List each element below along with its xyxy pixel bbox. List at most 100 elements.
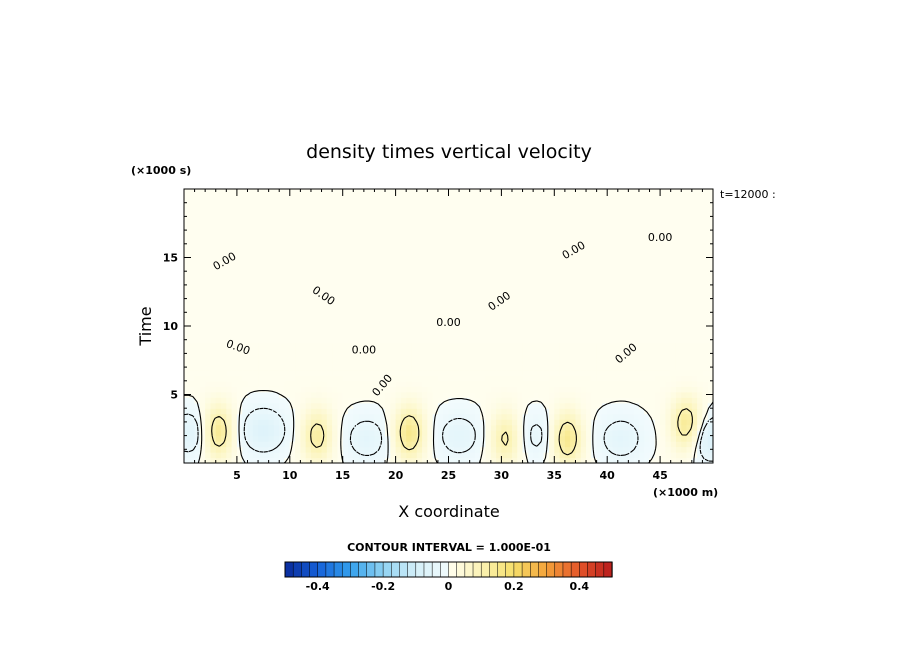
heatmap-cell	[326, 243, 333, 250]
heatmap-cell	[517, 276, 524, 283]
heatmap-cell	[448, 243, 455, 250]
heatmap-cell	[226, 210, 233, 217]
heatmap-cell	[485, 320, 492, 327]
heatmap-cell	[353, 397, 360, 404]
heatmap-cell	[681, 402, 688, 409]
heatmap-cell	[406, 232, 413, 239]
heatmap-cell	[480, 232, 487, 239]
heatmap-cell	[464, 391, 471, 398]
heatmap-cell	[570, 315, 577, 322]
heatmap-cell	[395, 424, 402, 431]
heatmap-cell	[226, 408, 233, 415]
heatmap-cell	[453, 430, 460, 437]
heatmap-cell	[427, 216, 434, 223]
heatmap-cell	[205, 413, 212, 420]
heatmap-cell	[422, 304, 428, 311]
heatmap-cell	[649, 287, 656, 294]
heatmap-cell	[310, 232, 317, 239]
heatmap-cell	[697, 249, 704, 256]
heatmap-cell	[353, 336, 360, 344]
heatmap-cell	[194, 326, 201, 333]
heatmap-cell	[543, 402, 550, 409]
heatmap-cell	[543, 309, 550, 316]
heatmap-cell	[633, 189, 640, 196]
heatmap-cell	[342, 326, 349, 333]
heatmap-cell	[437, 238, 444, 245]
heatmap-cell	[607, 446, 614, 453]
heatmap-cell	[506, 232, 513, 239]
heatmap-cell	[194, 271, 201, 278]
heatmap-cell	[374, 446, 381, 453]
heatmap-cell	[263, 304, 270, 311]
heatmap-cell	[422, 424, 428, 431]
heatmap-cell	[363, 227, 370, 234]
heatmap-cell	[189, 227, 196, 234]
heatmap-cell	[633, 276, 640, 283]
heatmap-cell	[670, 441, 677, 448]
heatmap-cell	[273, 293, 280, 300]
heatmap-cell	[273, 353, 280, 360]
heatmap-cell	[358, 221, 365, 228]
heatmap-cell	[681, 408, 688, 415]
heatmap-cell	[422, 320, 428, 327]
heatmap-cell	[385, 347, 391, 354]
heatmap-cell	[189, 260, 196, 267]
heatmap-cell	[522, 260, 529, 267]
heatmap-cell	[300, 397, 307, 404]
heatmap-cell	[194, 452, 201, 459]
heatmap-cell	[374, 386, 381, 393]
heatmap-cell	[347, 408, 354, 415]
heatmap-cell	[490, 331, 497, 338]
heatmap-cell	[358, 430, 365, 437]
heatmap-cell	[332, 227, 339, 234]
heatmap-cell	[374, 238, 381, 245]
heatmap-cell	[501, 380, 508, 387]
heatmap-cell	[702, 397, 709, 404]
heatmap-cell	[406, 265, 413, 272]
heatmap-cell	[533, 298, 540, 305]
heatmap-cell	[549, 260, 555, 267]
heatmap-cell	[501, 243, 508, 250]
heatmap-cell	[437, 232, 444, 239]
heatmap-cell	[427, 441, 434, 448]
heatmap-cell	[638, 424, 645, 431]
heatmap-cell	[538, 298, 545, 305]
heatmap-cell	[258, 298, 264, 305]
heatmap-cell	[628, 358, 635, 365]
heatmap-cell	[691, 391, 698, 398]
heatmap-cell	[279, 408, 286, 415]
heatmap-cell	[654, 364, 661, 371]
heatmap-cell	[453, 326, 460, 333]
heatmap-cell	[480, 336, 487, 344]
heatmap-cell	[437, 424, 444, 431]
heatmap-cell	[316, 320, 323, 327]
heatmap-cell	[549, 298, 555, 305]
heatmap-cell	[559, 380, 566, 387]
heatmap-cell	[385, 238, 391, 245]
heatmap-cell	[474, 304, 481, 311]
heatmap-cell	[273, 457, 280, 464]
heatmap-cell	[310, 457, 317, 464]
heatmap-cell	[342, 260, 349, 267]
heatmap-cell	[236, 386, 243, 393]
heatmap-cell	[697, 380, 704, 387]
heatmap-cell	[591, 446, 598, 453]
heatmap-cell	[374, 271, 381, 278]
heatmap-cell	[189, 347, 196, 354]
heatmap-cell	[580, 452, 587, 459]
heatmap-cell	[432, 430, 439, 437]
heatmap-cell	[665, 397, 672, 404]
heatmap-cell	[686, 199, 693, 207]
heatmap-cell	[400, 304, 407, 311]
heatmap-cell	[681, 221, 688, 228]
heatmap-cell	[247, 320, 254, 327]
heatmap-cell	[432, 243, 439, 250]
heatmap-cell	[284, 298, 291, 305]
heatmap-cell	[570, 391, 577, 398]
heatmap-cell	[686, 353, 693, 360]
heatmap-cell	[347, 452, 354, 459]
heatmap-cell	[395, 293, 402, 300]
heatmap-cell	[596, 293, 603, 300]
heatmap-cell	[617, 369, 624, 376]
heatmap-cell	[279, 452, 286, 459]
